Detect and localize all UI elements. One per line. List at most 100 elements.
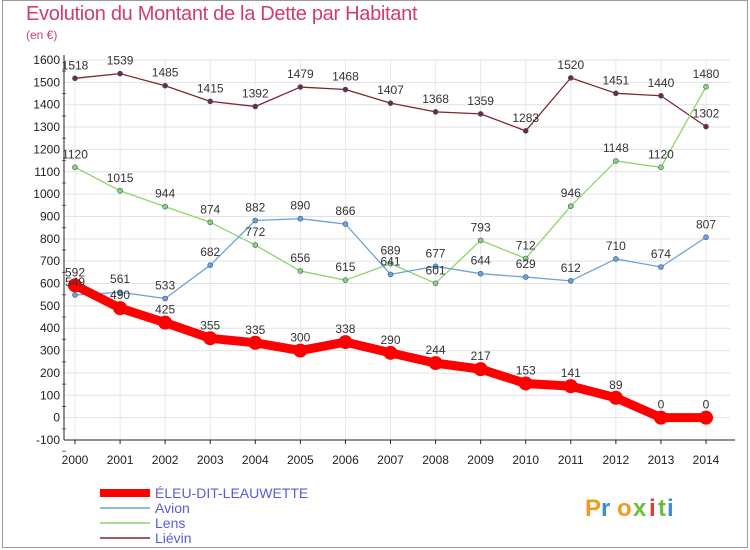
y-tick-label: 800 <box>40 232 60 246</box>
y-tick-label: 1300 <box>33 120 60 134</box>
legend-label: Liévin <box>155 530 192 546</box>
data-label-lens: 946 <box>561 186 581 200</box>
point-lievin <box>297 84 304 90</box>
data-label-eleu-dit-leauwette: 0 <box>658 398 665 412</box>
x-tick-label: 2012 <box>603 453 630 467</box>
point-lievin <box>387 100 394 106</box>
data-label-eleu-dit-leauwette: 300 <box>290 331 310 345</box>
point-lens <box>432 280 439 287</box>
data-label-lievin: 1479 <box>287 67 314 81</box>
point-lens <box>207 219 214 226</box>
logo-letter: o <box>617 495 632 522</box>
y-tick-label: 1100 <box>34 165 60 179</box>
data-label-avion: 561 <box>110 272 130 286</box>
data-label-lens: 601 <box>426 263 446 277</box>
point-lens <box>252 242 259 248</box>
point-lievin <box>252 103 259 110</box>
point-lievin <box>207 98 214 105</box>
data-label-eleu-dit-leauwette: 338 <box>335 322 355 336</box>
point-eleu-dit-leauwette <box>248 335 263 350</box>
x-tick-label: 2003 <box>197 453 224 467</box>
y-tick-label: 100 <box>40 388 60 402</box>
data-label-lievin: 1302 <box>693 107 720 121</box>
point-eleu-dit-leauwette <box>518 376 533 391</box>
point-lievin <box>432 109 439 115</box>
data-label-lievin: 1440 <box>648 76 675 90</box>
data-label-eleu-dit-leauwette: 355 <box>200 318 220 332</box>
point-avion <box>567 278 574 284</box>
data-label-lens: 615 <box>335 260 355 274</box>
data-label-eleu-dit-leauwette: 89 <box>609 378 623 392</box>
point-lens <box>162 203 168 210</box>
point-avion <box>432 263 439 270</box>
x-tick-label: 2005 <box>287 453 314 467</box>
point-lievin <box>567 75 574 81</box>
point-lievin <box>477 111 484 117</box>
point-lens <box>703 84 709 90</box>
x-tick-label: 2000 <box>62 453 89 467</box>
point-eleu-dit-leauwette <box>608 390 623 405</box>
point-avion <box>703 234 709 241</box>
data-label-lievin: 1392 <box>242 86 269 100</box>
data-label-avion: 674 <box>651 247 671 261</box>
data-label-lens: 874 <box>200 202 220 216</box>
data-label-avion: 641 <box>380 254 400 268</box>
point-lievin <box>72 75 78 82</box>
point-lens <box>72 164 78 171</box>
point-lievin <box>658 92 664 99</box>
plot-area <box>64 60 730 440</box>
point-avion <box>522 274 529 280</box>
point-lievin <box>162 82 168 89</box>
point-lens <box>342 277 349 283</box>
data-label-lievin: 1539 <box>107 54 134 68</box>
point-lievin <box>342 86 349 93</box>
point-eleu-dit-leauwette <box>68 278 82 293</box>
point-lens <box>567 203 574 209</box>
x-tick-label: 2013 <box>648 453 675 467</box>
point-eleu-dit-leauwette <box>203 331 218 346</box>
point-lens <box>613 158 619 164</box>
legend-label: ÉLEU-DIT-LEAUWETTE <box>155 485 308 501</box>
data-label-eleu-dit-leauwette: 592 <box>65 265 85 279</box>
point-avion <box>72 292 78 298</box>
point-avion <box>297 215 304 222</box>
data-label-eleu-dit-leauwette: 0 <box>703 398 710 412</box>
x-tick-label: 2007 <box>377 453 404 467</box>
point-lens <box>387 260 394 267</box>
y-tick-label: 900 <box>40 209 60 223</box>
point-eleu-dit-leauwette <box>158 315 173 330</box>
point-eleu-dit-leauwette <box>563 379 578 394</box>
x-tick-label: 2006 <box>332 453 359 467</box>
y-tick-label: 1200 <box>33 142 60 156</box>
y-tick-label: -100 <box>36 433 60 447</box>
data-label-lens: 772 <box>245 225 265 239</box>
data-label-lievin: 1518 <box>62 58 89 72</box>
point-eleu-dit-leauwette <box>338 335 353 350</box>
data-label-lievin: 1485 <box>152 66 179 80</box>
data-label-avion: 677 <box>426 246 446 260</box>
data-label-lievin: 1407 <box>377 83 404 97</box>
point-avion <box>613 256 619 262</box>
data-label-lens: 944 <box>155 187 175 201</box>
data-label-eleu-dit-leauwette: 141 <box>561 366 581 380</box>
data-label-avion: 612 <box>561 261 581 275</box>
chart-title: Evolution du Montant de la Dette par Hab… <box>26 3 418 25</box>
y-tick-label: 400 <box>40 321 60 335</box>
data-label-lens: 1480 <box>693 67 720 81</box>
point-lens <box>522 255 529 262</box>
chart-unit: (en €) <box>26 28 58 42</box>
point-avion <box>387 271 394 278</box>
x-tick-label: 2001 <box>107 453 134 467</box>
point-lievin <box>117 70 123 77</box>
y-tick-label: 700 <box>40 254 60 268</box>
logo-letter: r <box>601 495 610 522</box>
data-label-eleu-dit-leauwette: 217 <box>471 349 491 363</box>
point-eleu-dit-leauwette <box>653 410 668 425</box>
point-lievin <box>703 123 709 130</box>
x-tick-label: 2010 <box>512 453 539 467</box>
y-tick-label: 0 <box>53 411 60 425</box>
y-tick-label: 500 <box>40 299 60 313</box>
